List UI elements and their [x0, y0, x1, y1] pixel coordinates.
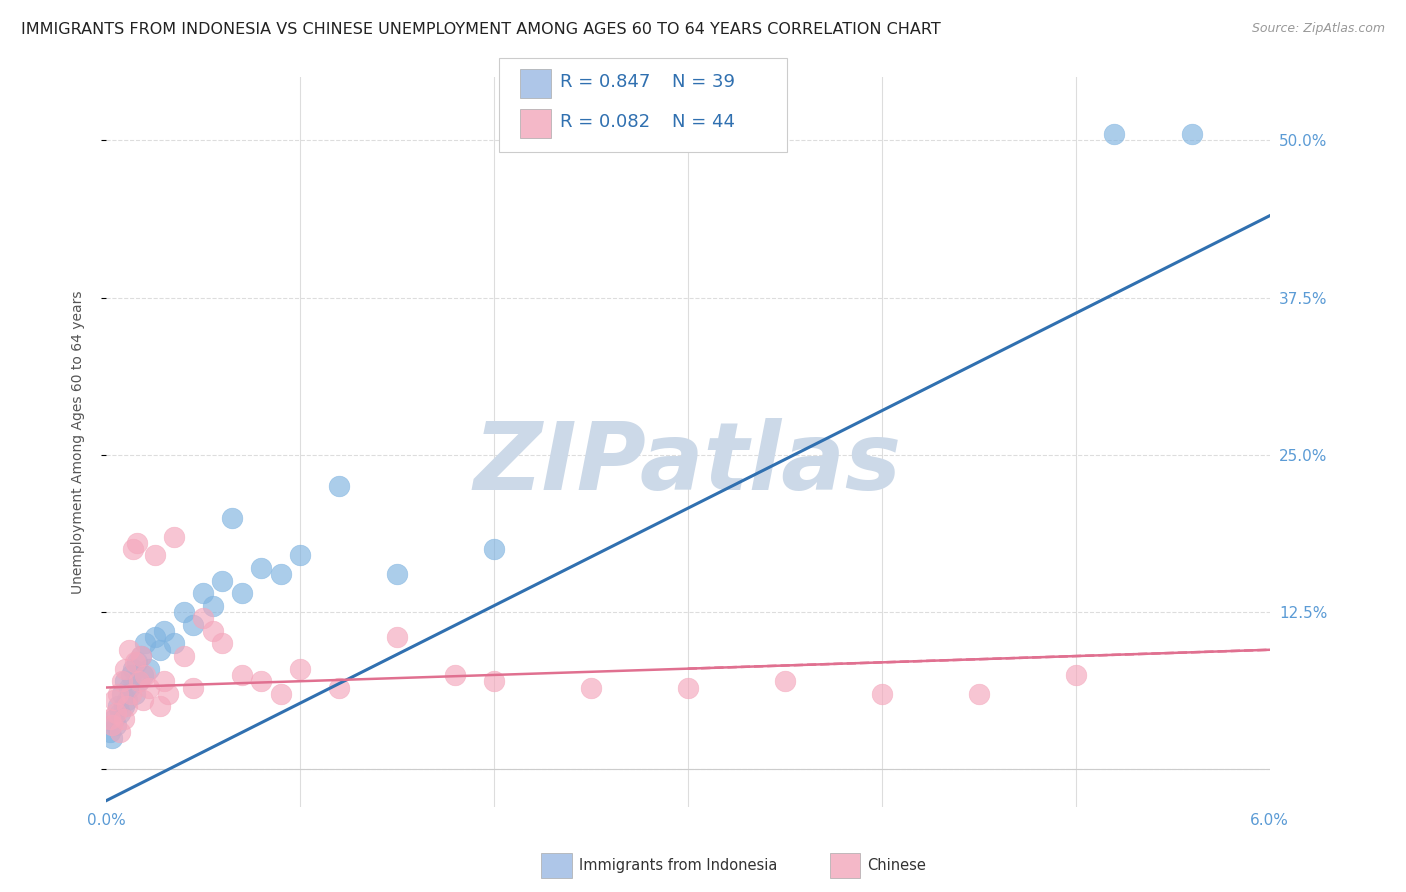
Point — [138, 681, 160, 695]
Point — [173, 605, 195, 619]
Point — [114, 674, 136, 689]
Point — [134, 668, 156, 682]
Point — [104, 706, 127, 720]
Point — [108, 724, 131, 739]
Point — [579, 681, 602, 695]
Point — [231, 668, 253, 682]
Point — [128, 674, 150, 689]
Point — [250, 674, 273, 689]
Point — [163, 530, 186, 544]
Text: Immigrants from Indonesia: Immigrants from Indonesia — [579, 858, 778, 872]
Point — [118, 681, 141, 695]
Point — [98, 724, 121, 739]
Point — [676, 681, 699, 695]
Point — [132, 693, 155, 707]
Point — [101, 731, 124, 745]
Y-axis label: Unemployment Among Ages 60 to 64 years: Unemployment Among Ages 60 to 64 years — [72, 291, 86, 594]
Point — [124, 656, 146, 670]
Point — [191, 611, 214, 625]
Point — [328, 681, 350, 695]
Point — [104, 718, 127, 732]
Point — [153, 674, 176, 689]
Point — [122, 542, 145, 557]
Point — [132, 668, 155, 682]
Text: 0.0%: 0.0% — [87, 814, 125, 829]
Point — [120, 668, 142, 682]
Point — [870, 687, 893, 701]
Point — [110, 687, 132, 701]
Point — [107, 699, 129, 714]
Point — [183, 617, 205, 632]
Point — [1181, 127, 1204, 141]
Point — [103, 712, 125, 726]
Point — [120, 687, 142, 701]
Text: IMMIGRANTS FROM INDONESIA VS CHINESE UNEMPLOYMENT AMONG AGES 60 TO 64 YEARS CORR: IMMIGRANTS FROM INDONESIA VS CHINESE UNE… — [21, 22, 941, 37]
Text: N = 44: N = 44 — [672, 112, 735, 130]
Point — [163, 636, 186, 650]
Point — [112, 712, 135, 726]
Point — [385, 630, 408, 644]
Point — [270, 687, 292, 701]
Text: ZIPatlas: ZIPatlas — [474, 418, 901, 510]
Point — [128, 674, 150, 689]
Point — [1104, 127, 1126, 141]
Point — [385, 567, 408, 582]
Point — [967, 687, 990, 701]
Point — [191, 586, 214, 600]
Point — [127, 536, 149, 550]
Point — [129, 649, 152, 664]
Point — [114, 662, 136, 676]
Point — [231, 586, 253, 600]
Point — [117, 699, 139, 714]
Point — [110, 674, 132, 689]
Point — [482, 542, 505, 557]
Point — [134, 636, 156, 650]
Point — [482, 674, 505, 689]
Point — [108, 706, 131, 720]
Point — [153, 624, 176, 638]
Text: Source: ZipAtlas.com: Source: ZipAtlas.com — [1251, 22, 1385, 36]
Point — [122, 662, 145, 676]
Text: Chinese: Chinese — [868, 858, 927, 872]
Point — [127, 656, 149, 670]
Point — [211, 574, 233, 588]
Point — [138, 662, 160, 676]
Text: R = 0.082: R = 0.082 — [560, 112, 650, 130]
Point — [118, 642, 141, 657]
Text: R = 0.847: R = 0.847 — [560, 73, 650, 91]
Point — [157, 687, 180, 701]
Point — [221, 510, 243, 524]
Point — [149, 642, 172, 657]
Text: N = 39: N = 39 — [672, 73, 735, 91]
Point — [270, 567, 292, 582]
Point — [149, 699, 172, 714]
Point — [201, 599, 224, 613]
Point — [183, 681, 205, 695]
Point — [107, 687, 129, 701]
Point — [1064, 668, 1087, 682]
Point — [117, 693, 139, 707]
Point — [98, 712, 121, 726]
Point — [328, 479, 350, 493]
Point — [173, 649, 195, 664]
Point — [143, 630, 166, 644]
Point — [129, 649, 152, 664]
Point — [112, 699, 135, 714]
Point — [288, 549, 311, 563]
Point — [124, 687, 146, 701]
Point — [773, 674, 796, 689]
Point — [101, 718, 124, 732]
Point — [201, 624, 224, 638]
Point — [103, 693, 125, 707]
Point — [250, 561, 273, 575]
Point — [211, 636, 233, 650]
Text: 6.0%: 6.0% — [1250, 814, 1289, 829]
Point — [143, 549, 166, 563]
Point — [288, 662, 311, 676]
Point — [444, 668, 467, 682]
